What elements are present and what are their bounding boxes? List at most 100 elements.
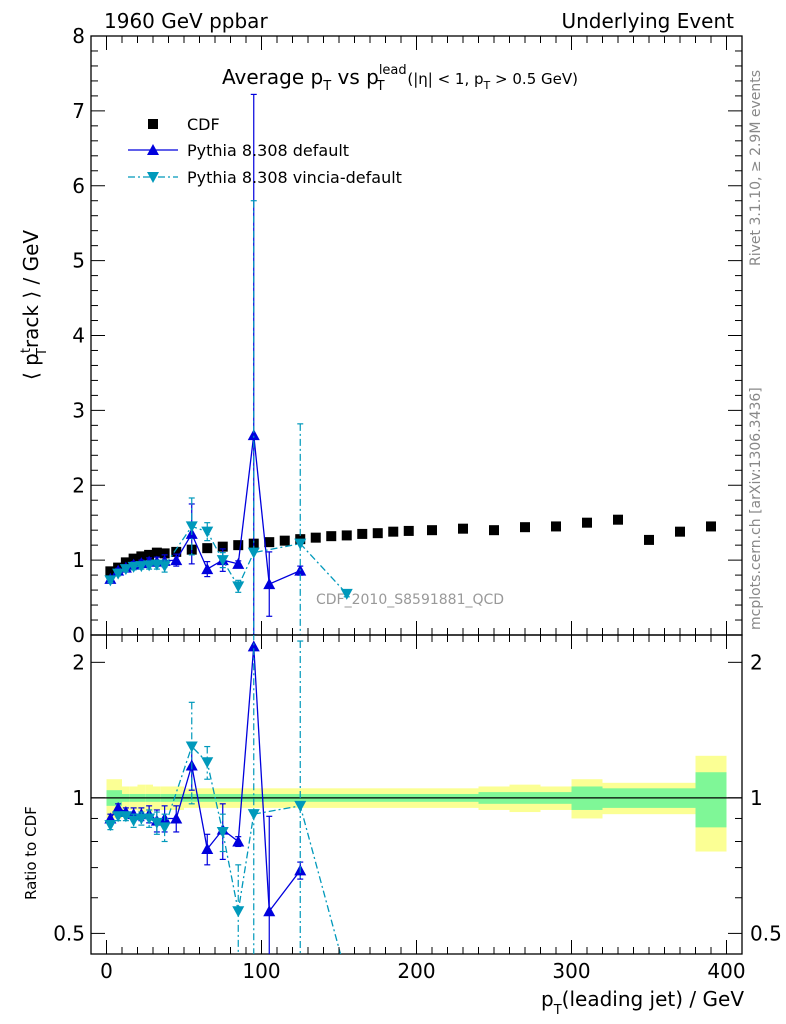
cdf-point	[159, 548, 170, 559]
pythia-8-308-vincia-default-point	[185, 521, 198, 533]
pythia-8-308-vincia-default-point	[158, 561, 171, 573]
pythia-8-308-vincia-default-ratio-point	[341, 972, 353, 983]
pythia-8-308-vincia-default-ratio-point	[185, 741, 198, 753]
pythia-8-308-default-point	[170, 554, 183, 566]
pythia-8-308-vincia-default-ratio-point	[232, 906, 245, 918]
pythia-8-308-vincia-default-point	[201, 526, 214, 538]
legend-marker-cdf	[148, 119, 158, 129]
x-tick-label: 100	[242, 959, 280, 983]
cdf-point	[613, 514, 623, 525]
pythia-8-308-default-ratio-point	[201, 842, 214, 854]
pythia-8-308-default-ratio-point	[263, 905, 276, 917]
x-tick-label: 0	[100, 959, 113, 983]
legend-marker	[147, 144, 159, 155]
mcplots-label: mcplots.cern.ch [arXiv:1306.3436]	[748, 387, 764, 630]
y-tick-label-ratio: 1	[72, 786, 85, 810]
cdf-point	[233, 540, 244, 551]
pythia-8-308-vincia-default-ratio-point	[143, 813, 156, 825]
cdf-point	[136, 551, 147, 562]
pythia-8-308-vincia-default-ratio-point	[150, 817, 163, 829]
cdf-point	[388, 526, 399, 537]
pythia-8-308-vincia-default-ratio-point	[247, 809, 260, 821]
y-tick-label-ratio: 2	[72, 650, 85, 674]
cdf-point	[489, 525, 499, 536]
chart-title: Average pT vs plead T (|η| < 1, pT > 0.5 …	[222, 63, 578, 94]
y-tick-label-main: 7	[72, 99, 85, 123]
main-data	[104, 93, 716, 635]
pythia-8-308-vincia-default-ratio-point	[294, 800, 307, 812]
pythia-8-308-vincia-default-point	[340, 588, 353, 600]
cdf-point	[427, 525, 437, 536]
x-tick-label: 300	[552, 959, 590, 983]
pythia-8-308-vincia-default-point	[247, 547, 260, 559]
analysis-label: CDF_2010_S8591881_QCD	[316, 592, 504, 608]
cdf-point	[279, 535, 290, 546]
pythia-8-308-vincia-default-point	[135, 561, 148, 573]
cdf-point	[372, 528, 383, 539]
cdf-point	[675, 526, 685, 537]
y-tick-label-main: 2	[72, 473, 85, 497]
cdf-point	[171, 546, 182, 557]
cdf-point	[105, 566, 116, 577]
pythia-8-308-default-point	[263, 578, 276, 590]
x-tick-label: 400	[707, 959, 745, 983]
stat-uncertainty-band	[695, 772, 727, 828]
pythia-8-308-default-point	[232, 557, 245, 569]
cdf-point	[644, 534, 654, 545]
x-axis-label: pT(leading jet) / GeV	[541, 987, 744, 1018]
pythia-8-308-default-ratio-point	[247, 640, 260, 652]
cdf-point	[202, 543, 213, 554]
legend-label: CDF	[187, 115, 220, 134]
pythia-8-308-default-ratio-point	[112, 801, 125, 813]
y-axis-label-ratio: Ratio to CDF	[22, 806, 40, 900]
pythia-8-308-vincia-default-ratio-point	[216, 826, 229, 838]
y-axis-label-main: ⟨ ptTrack ⟩ / GeV	[19, 230, 50, 380]
pythia-8-308-vincia-default-point	[127, 561, 140, 573]
header-left: 1960 GeV ppbar	[104, 9, 268, 33]
cdf-point	[310, 532, 321, 543]
pythia-8-308-vincia-default-ratio-point	[104, 820, 117, 832]
y-tick-label-ratio-right: 0.5	[750, 921, 782, 945]
pythia-8-308-vincia-default-point	[143, 560, 156, 572]
pythia-8-308-vincia-default-point	[112, 568, 125, 580]
ratio-data	[104, 635, 353, 983]
y-tick-label-main: 4	[72, 324, 85, 348]
pythia-8-308-default-ratio-point	[232, 835, 245, 847]
main-panel: 0 1 2 3 4 5 6 7 8	[72, 24, 743, 647]
cdf-point	[151, 547, 162, 558]
y-tick-label-main: 1	[72, 548, 85, 572]
pythia-8-308-vincia-default-ratio-point	[135, 813, 148, 825]
rivet-version-label: Rivet 3.1.10, ≥ 2.9M events	[748, 70, 764, 266]
y-tick-label-main: 5	[72, 249, 85, 273]
legend-label: Pythia 8.308 vincia-default	[187, 168, 402, 187]
cdf-point	[706, 521, 716, 532]
pythia-8-308-vincia-default-ratio-line	[109, 745, 342, 954]
cdf-point	[144, 549, 155, 560]
cdf-point	[582, 517, 592, 528]
pythia-8-308-vincia-default-ratio-point	[201, 757, 214, 769]
y-tick-label-ratio-right: 1	[750, 786, 763, 810]
pythia-8-308-vincia-default-point	[232, 581, 245, 593]
legend: CDF Pythia 8.308 default Pythia 8.308 vinc…	[128, 115, 402, 187]
legend-marker	[147, 172, 159, 183]
pythia-8-308-vincia-default-point	[216, 555, 229, 567]
cdf-point	[458, 523, 468, 534]
y-tick-label-main: 3	[72, 398, 85, 422]
pythia-8-308-vincia-default-point	[294, 538, 307, 550]
cdf-point	[551, 521, 561, 532]
cdf-point	[357, 528, 368, 539]
pythia-8-308-default-point	[201, 563, 214, 575]
ratio-panel: 0.5 0.5 1 1 2 2	[53, 634, 782, 983]
legend-label: Pythia 8.308 default	[187, 141, 349, 160]
pythia-8-308-vincia-default-point	[104, 575, 117, 587]
pythia-8-308-vincia-default-ratio-point	[158, 822, 171, 834]
y-tick-label-main: 8	[72, 24, 85, 48]
pythia-8-308-vincia-default-ratio-point	[119, 811, 132, 823]
cdf-point	[403, 525, 414, 536]
y-tick-label-ratio: 0.5	[53, 921, 85, 945]
y-tick-label-ratio-right: 2	[750, 650, 763, 674]
cdf-point	[341, 530, 352, 541]
pythia-8-308-vincia-default-ratio-point	[127, 815, 140, 827]
ratio-bands	[106, 755, 727, 852]
y-tick-label-main: 6	[72, 174, 85, 198]
